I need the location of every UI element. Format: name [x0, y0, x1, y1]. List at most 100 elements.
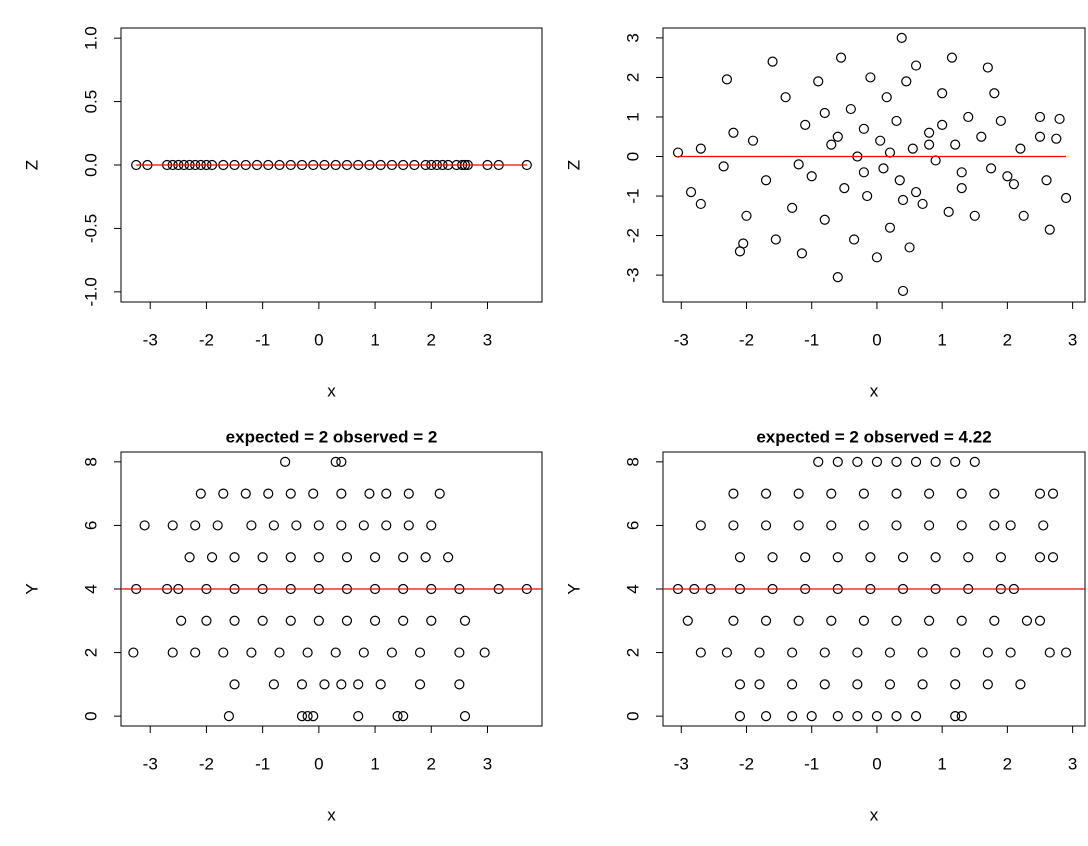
- point: [336, 520, 347, 531]
- point: [862, 190, 873, 202]
- point: [139, 520, 150, 531]
- point: [280, 456, 291, 467]
- point: [950, 647, 961, 658]
- point: [832, 131, 843, 142]
- point: [229, 552, 240, 563]
- point: [917, 647, 928, 658]
- y-tick-label: 6: [623, 521, 642, 530]
- point: [787, 202, 798, 213]
- point: [976, 131, 987, 142]
- y-tick-label: 0: [623, 152, 642, 161]
- point: [426, 520, 437, 531]
- point: [897, 552, 909, 563]
- point: [364, 488, 375, 499]
- point: [176, 615, 187, 626]
- point: [845, 103, 856, 115]
- point: [1038, 520, 1049, 531]
- point: [728, 520, 739, 531]
- point: [924, 127, 935, 138]
- point: [832, 552, 843, 563]
- point: [454, 679, 465, 690]
- point: [956, 167, 967, 178]
- point: [403, 520, 414, 531]
- point: [682, 615, 693, 626]
- point: [734, 711, 746, 722]
- point: [201, 615, 212, 626]
- point: [1034, 615, 1046, 626]
- x-tick-label: 2: [427, 330, 436, 349]
- point: [800, 119, 811, 130]
- point: [721, 74, 733, 85]
- point: [1047, 488, 1059, 499]
- point: [358, 520, 369, 531]
- point: [956, 615, 967, 626]
- point: [858, 167, 869, 178]
- point: [901, 76, 912, 87]
- point: [728, 615, 739, 626]
- x-tick-label: 3: [483, 754, 492, 773]
- x-tick-label: -1: [804, 754, 819, 773]
- point: [884, 147, 896, 158]
- point: [246, 520, 257, 531]
- point: [128, 647, 139, 658]
- point: [229, 615, 240, 626]
- point: [819, 214, 830, 225]
- point: [398, 711, 409, 722]
- panel: expected = 2 observed = 4.22 x Y -3 -2 -1 0 1 2 3…: [564, 427, 1086, 824]
- point: [223, 711, 235, 722]
- x-tick-label: -2: [739, 754, 754, 773]
- point: [835, 52, 847, 63]
- point: [695, 520, 706, 531]
- point: [454, 647, 465, 658]
- point: [839, 183, 850, 194]
- point: [760, 520, 772, 531]
- point: [1005, 647, 1016, 658]
- point: [313, 520, 324, 531]
- point: [937, 119, 948, 130]
- x-tick-label: 1: [370, 330, 379, 349]
- point: [950, 679, 961, 690]
- y-axis-label: Z: [22, 160, 41, 170]
- point: [858, 615, 869, 626]
- point: [891, 520, 902, 531]
- point: [910, 711, 922, 722]
- point: [392, 711, 403, 722]
- point: [369, 615, 381, 626]
- y-tick-label: -3: [623, 268, 642, 283]
- point: [167, 520, 178, 531]
- point: [904, 242, 915, 253]
- point: [891, 115, 902, 127]
- point: [865, 552, 876, 563]
- point: [891, 488, 902, 499]
- point: [728, 488, 739, 499]
- x-tick-label: 1: [937, 330, 946, 349]
- y-tick-label: 4: [623, 584, 642, 593]
- point: [308, 711, 319, 722]
- point: [1034, 131, 1046, 142]
- point: [341, 552, 353, 563]
- point: [218, 488, 229, 499]
- point: [917, 198, 928, 210]
- point: [806, 171, 817, 182]
- point: [358, 647, 369, 658]
- y-tick-label: 4: [81, 584, 100, 593]
- point: [819, 107, 830, 119]
- point: [459, 615, 471, 626]
- point: [813, 76, 824, 87]
- x-tick-label: 2: [1003, 754, 1012, 773]
- point: [832, 271, 843, 283]
- point: [336, 679, 347, 690]
- point: [891, 456, 902, 467]
- x-axis-label: x: [870, 381, 879, 400]
- point: [891, 615, 902, 626]
- point: [1060, 192, 1072, 204]
- point: [1018, 210, 1029, 221]
- point: [296, 711, 308, 722]
- point: [969, 210, 980, 221]
- point: [780, 92, 791, 103]
- point: [167, 647, 178, 658]
- point: [330, 647, 341, 658]
- point: [930, 456, 941, 467]
- point: [884, 222, 896, 233]
- chart-title: expected = 2 observed = 4.22: [756, 427, 991, 446]
